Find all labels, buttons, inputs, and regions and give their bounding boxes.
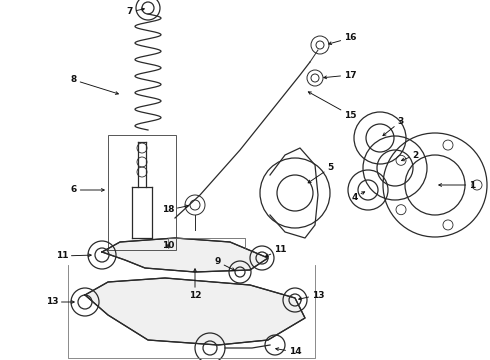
Text: 2: 2 [401, 150, 418, 161]
Text: 11: 11 [266, 246, 286, 257]
Text: 11: 11 [56, 252, 91, 261]
Text: 17: 17 [324, 71, 356, 80]
Text: 18: 18 [162, 205, 188, 215]
Text: 14: 14 [276, 347, 301, 356]
Text: 13: 13 [46, 297, 74, 306]
Text: 10: 10 [162, 240, 174, 249]
Text: 9: 9 [215, 257, 235, 270]
Text: 15: 15 [308, 92, 356, 120]
Text: 8: 8 [71, 76, 119, 94]
Text: 12: 12 [189, 269, 201, 300]
Text: 6: 6 [71, 185, 104, 194]
Text: 16: 16 [329, 33, 356, 45]
Polygon shape [85, 278, 305, 345]
Text: 5: 5 [308, 163, 333, 183]
Text: 3: 3 [383, 117, 403, 136]
Text: 1: 1 [439, 180, 475, 189]
Text: 4: 4 [352, 192, 365, 202]
Text: 7: 7 [127, 8, 144, 17]
Polygon shape [102, 238, 268, 272]
Text: 13: 13 [299, 291, 324, 300]
Bar [108, 135, 176, 250]
